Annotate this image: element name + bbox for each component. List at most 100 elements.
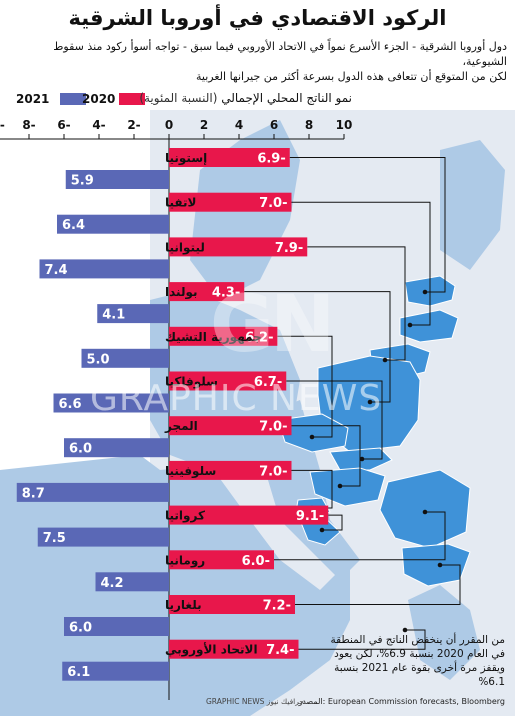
x-tick-label: 8- xyxy=(22,118,35,132)
bars: 6.9- إستونيا 5.9 7.0- لاتفيا 6.4 7.9- ليتوانيا 7… xyxy=(16,148,329,681)
x-tick-label: 4 xyxy=(235,118,243,132)
bar-2020 xyxy=(169,282,245,302)
legend-swatch-2021 xyxy=(60,93,86,105)
x-tick-label: 6 xyxy=(270,118,278,132)
bar-2020 xyxy=(169,550,274,570)
leader-dot xyxy=(402,627,408,633)
leader-dot xyxy=(359,456,365,462)
bar-2021 xyxy=(39,259,169,279)
category-label: ليتوانيا xyxy=(165,240,205,255)
value-label-2020: 7.4- xyxy=(266,643,294,658)
value-label-2021: 7.4 xyxy=(45,263,68,278)
leader-dot xyxy=(437,562,443,568)
value-label-2021: 7.5 xyxy=(43,531,66,546)
leader-dot xyxy=(367,399,373,405)
value-label-2021: 6.0 xyxy=(69,442,92,457)
map-country-9 xyxy=(379,469,471,549)
leader-line xyxy=(307,246,406,361)
note-line-2: في العام 2020 بنسبة 6.9%، لكن يعود xyxy=(334,648,505,660)
watermark-logo: GN xyxy=(210,280,335,370)
map-greece xyxy=(408,585,480,680)
leader-line xyxy=(295,564,461,605)
category-label: الاتحاد الأوروبي xyxy=(165,642,258,658)
value-label-2020: 9.1- xyxy=(296,509,324,524)
legend-swatch-2020 xyxy=(119,93,145,105)
category-label: إستونيا xyxy=(165,151,207,166)
value-label-2021: 4.2 xyxy=(101,576,124,591)
category-label: كرواتيا xyxy=(165,509,205,524)
bar-2021 xyxy=(62,661,169,681)
category-label: المجر xyxy=(164,419,198,433)
bar-2020 xyxy=(169,192,292,212)
bar-2021 xyxy=(53,393,169,413)
legend-label-2020: 2020 xyxy=(82,92,116,106)
chart-title: الركود الاقتصادي في أوروبا الشرقية xyxy=(68,6,447,30)
bar-2020 xyxy=(169,505,329,525)
bar-2020 xyxy=(169,460,292,480)
leader-dot xyxy=(337,483,343,489)
chart-subtitle: دول أوروبا الشرقية - الجزء الأسرع نمواً … xyxy=(8,39,507,84)
value-label-2021: 6.4 xyxy=(62,218,85,233)
bar-2021 xyxy=(97,304,169,324)
value-label-2020: 7.0- xyxy=(259,196,287,211)
source: المصدر: European Commission forecasts, B… xyxy=(298,697,505,706)
category-label: جمهورية التشيك xyxy=(165,330,262,345)
leader-dot xyxy=(319,527,325,533)
bar-2021 xyxy=(95,572,169,592)
bar-2021 xyxy=(16,482,169,502)
leader-dot xyxy=(407,322,413,328)
category-label: رومانيا xyxy=(165,553,205,568)
credit: GRAPHIC NEWS جرافيك نيوز xyxy=(206,697,305,706)
value-label-2021: 6.6 xyxy=(59,397,82,412)
value-label-2020: 7.0- xyxy=(259,464,287,479)
value-label-2021: 6.1 xyxy=(67,665,90,680)
x-tick-label: 2- xyxy=(127,118,140,132)
leader-line xyxy=(298,629,426,650)
leader-line xyxy=(244,291,391,403)
subtitle-line-2: لكن من المتوقع أن تتعافى هذه الدول بسرعة… xyxy=(196,70,507,83)
leader-line xyxy=(277,335,333,438)
x-tick-label: 4- xyxy=(92,118,105,132)
bar-2020 xyxy=(169,326,278,346)
leader-dot xyxy=(422,289,428,295)
bar-2021 xyxy=(64,438,169,458)
value-label-2020: 6.7- xyxy=(254,375,282,390)
map-country-1 xyxy=(399,309,459,343)
leader-dot xyxy=(382,357,388,363)
value-label-2021: 4.1 xyxy=(102,308,125,323)
x-tick-label: 10 xyxy=(336,118,353,132)
bar-2020 xyxy=(169,148,290,167)
category-label: سلوفاكيا xyxy=(165,375,218,390)
bar-2021 xyxy=(64,617,169,636)
x-tick-label: 2 xyxy=(200,118,208,132)
note: من المقرر أن ينخفض الناتج في المنطقة في … xyxy=(330,633,505,689)
note-line-3: ويقفز مرة أخرى بقوة عام 2021 بنسبة 6.1% xyxy=(334,662,505,688)
measure-unit: (النسبة المئوية) xyxy=(139,91,218,105)
leader-line xyxy=(291,201,431,326)
x-tick-label: 10- xyxy=(0,118,5,132)
leader-line xyxy=(286,380,383,460)
measure-label: نمو الناتج المحلي الإجمالي (النسبة المئو… xyxy=(139,91,352,105)
category-label: بولندا xyxy=(165,285,197,300)
leader-line xyxy=(291,425,361,487)
map-country-4 xyxy=(277,413,349,453)
category-label: سلوفينيا xyxy=(165,464,216,479)
leader-line xyxy=(274,511,446,561)
leader-dot xyxy=(309,434,315,440)
x-tick-label: 8 xyxy=(305,118,313,132)
value-label-2021: 5.0 xyxy=(87,352,110,367)
value-label-2020: 7.0- xyxy=(259,420,287,435)
value-label-2021: 5.9 xyxy=(71,174,94,189)
bar-2020 xyxy=(169,371,287,391)
bar-2021 xyxy=(57,214,169,234)
bar-2021 xyxy=(65,170,169,189)
subtitle-line-1: دول أوروبا الشرقية - الجزء الأسرع نمواً … xyxy=(53,40,507,68)
category-label: لاتفيا xyxy=(165,196,196,210)
leader-dot xyxy=(422,509,428,515)
x-tick-label: 0 xyxy=(165,118,173,132)
value-label-2020: 7.9- xyxy=(275,241,303,256)
category-label: بلغاريا xyxy=(165,598,202,612)
bar-2020 xyxy=(169,416,292,436)
